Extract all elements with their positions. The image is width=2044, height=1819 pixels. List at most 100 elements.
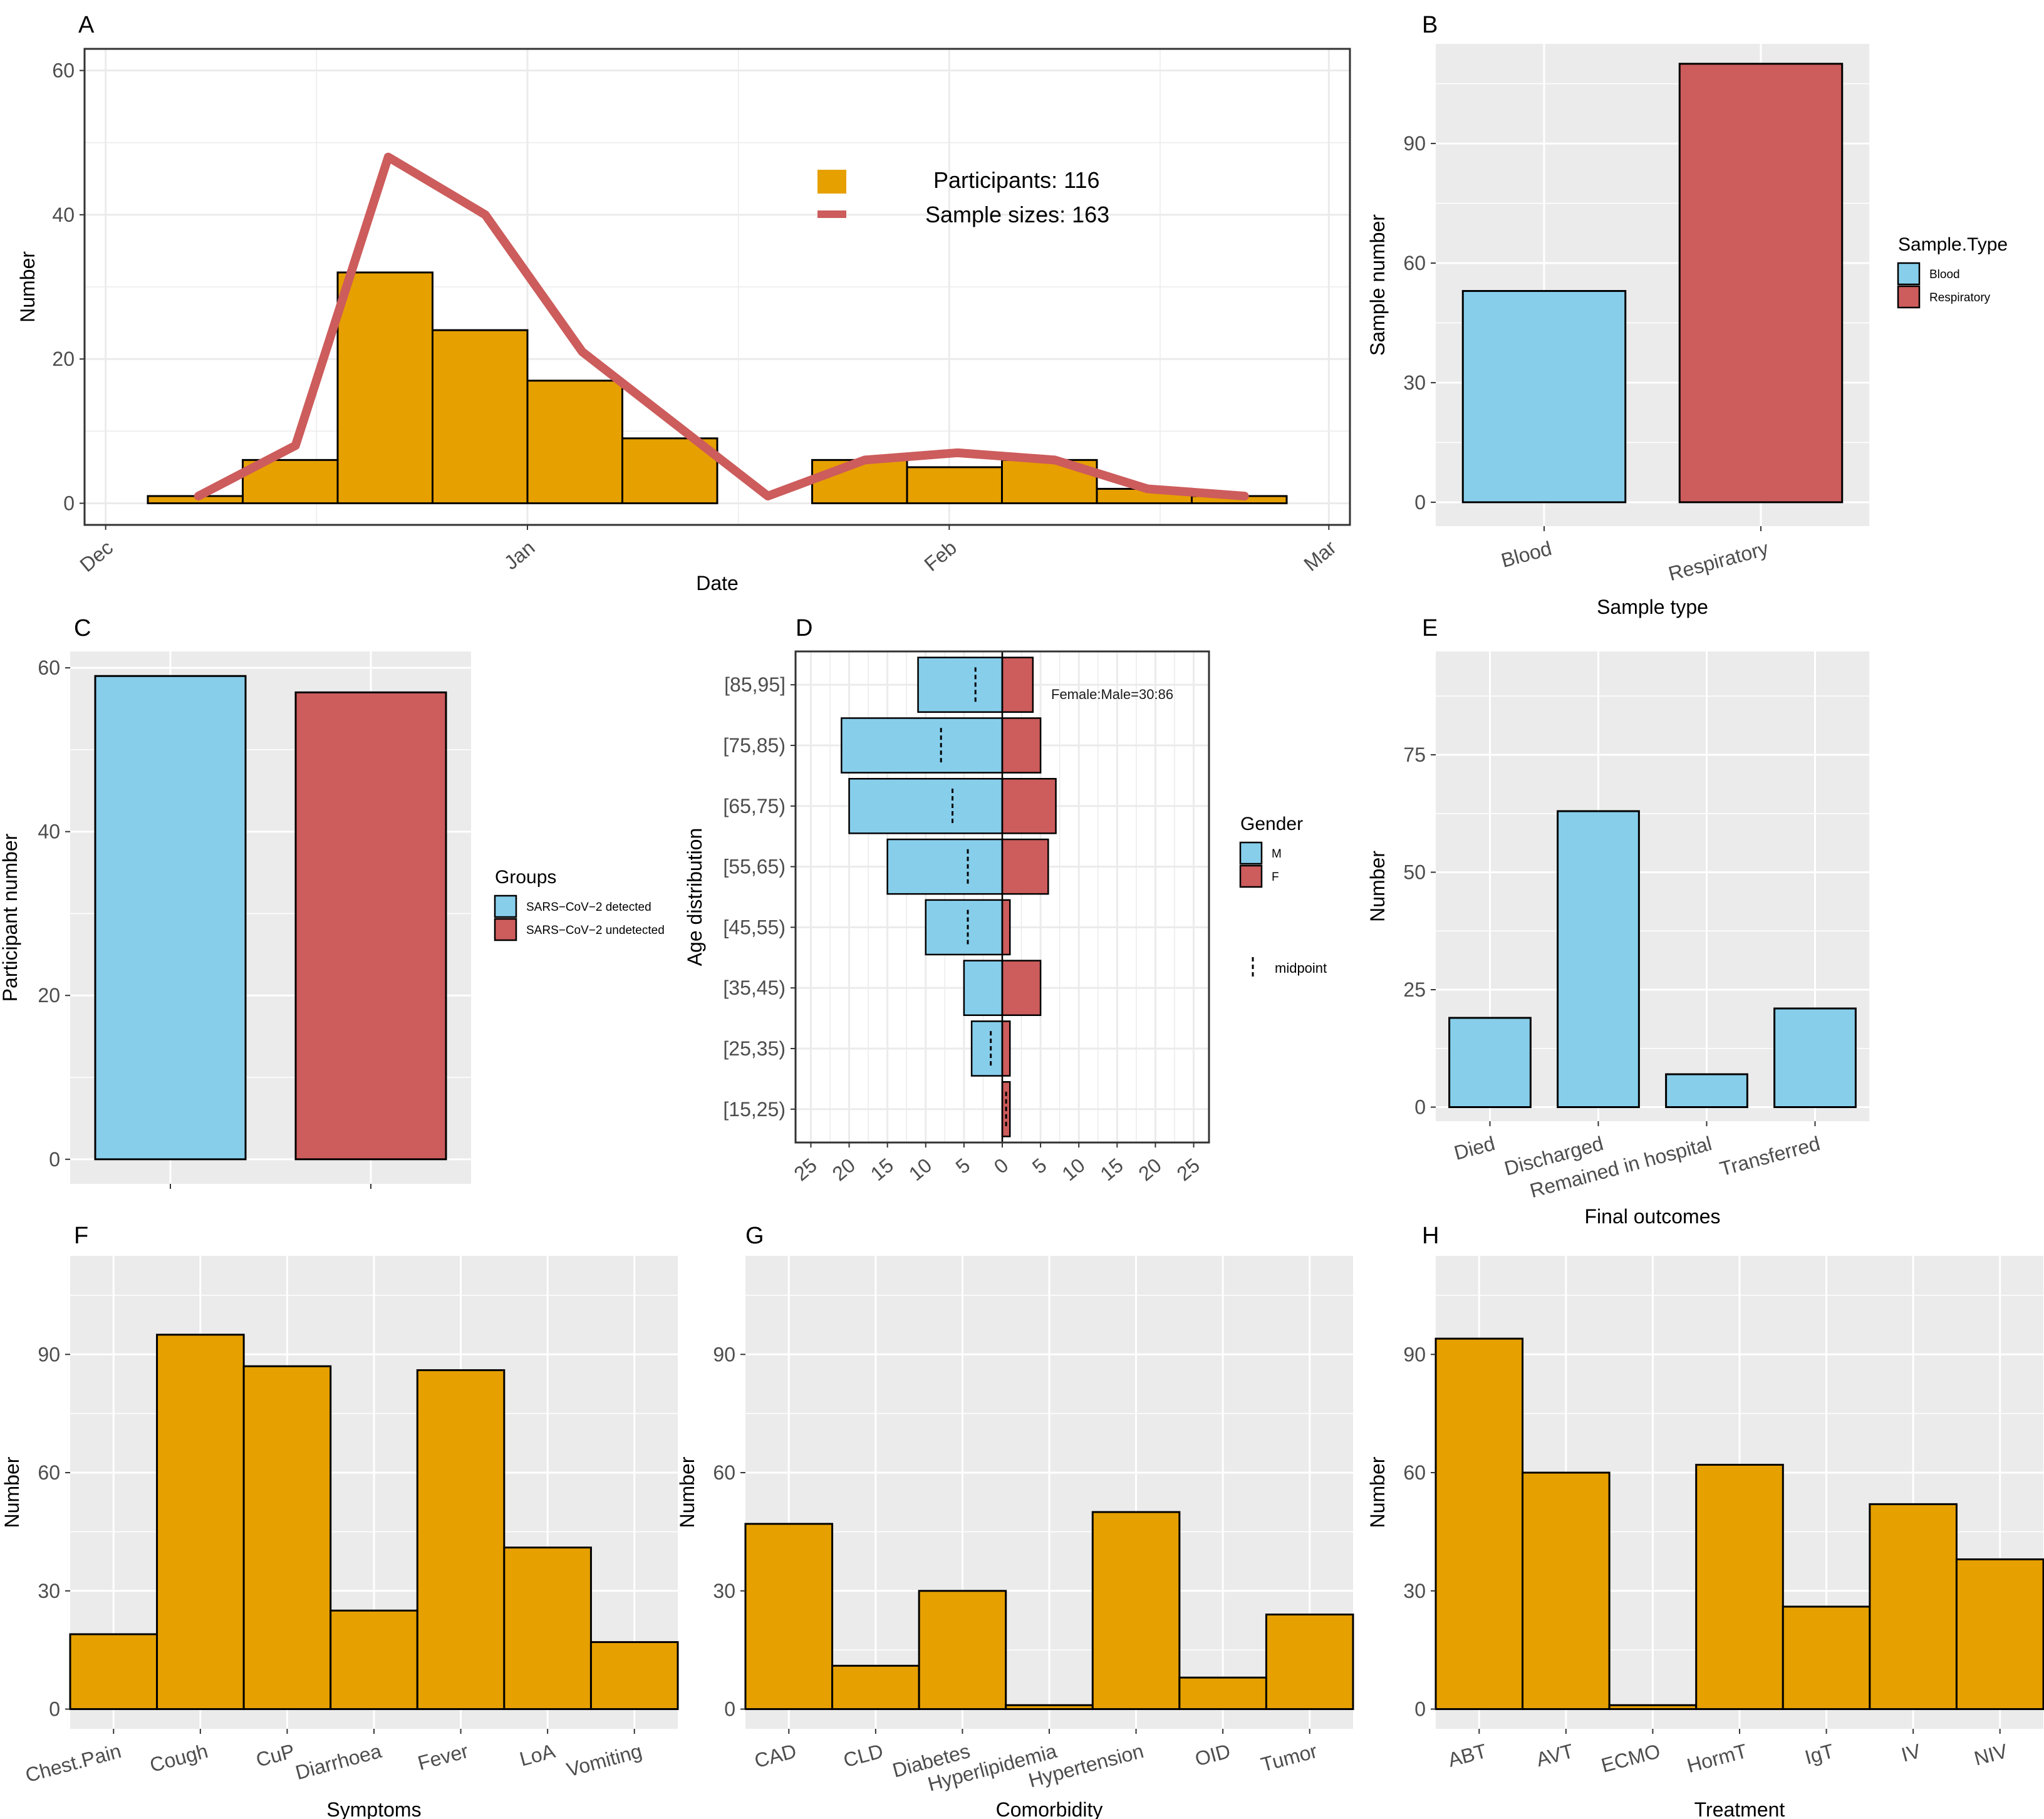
y-tick-label-50: 50 <box>1403 861 1426 884</box>
line-point-4 <box>581 351 583 353</box>
bar-male-2 <box>848 778 1004 834</box>
y-tick-label-3: [55,65) <box>723 856 786 878</box>
bar-A-8 <box>906 466 1003 504</box>
chart-B: Blood Respiratory 0 30 60 90 Sample number Samp… <box>1366 44 1869 618</box>
bar-E-0 <box>1448 1017 1532 1108</box>
legend-title: Sample.Type <box>1898 234 2008 255</box>
x-tick-label-9: 20 <box>1134 1154 1166 1185</box>
x-tick-label-4: 5 <box>952 1154 975 1178</box>
y-tick-label-30: 30 <box>38 1580 60 1602</box>
x-tick-label-0: Died <box>1451 1132 1497 1164</box>
bar-female-5 <box>1001 960 1042 1016</box>
panel-label-D: D <box>796 615 812 641</box>
bar-H-2 <box>1608 1704 1698 1711</box>
bar-E-2 <box>1665 1073 1748 1108</box>
y-tick-label-1: [75,85) <box>723 734 786 757</box>
legend-label-0: M <box>1272 847 1282 861</box>
x-tick-label-6: Tumor <box>1258 1739 1320 1776</box>
x-tick-label-2: 15 <box>866 1154 898 1185</box>
legend-key-1 <box>1239 864 1263 888</box>
chart-H: ABT AVT ECMO HormT IgT IV NIV 0 30 60 90 Number Trea… <box>1366 1256 2044 1819</box>
bar-G-6 <box>1265 1614 1354 1711</box>
line-point-1 <box>294 445 296 447</box>
y-tick-label-90: 90 <box>713 1343 735 1366</box>
bar-H-5 <box>1869 1503 1958 1711</box>
y-tick-label-60: 60 <box>1403 1461 1426 1484</box>
x-tick-label-2: CuP <box>254 1739 297 1771</box>
x-axis-title: Treatment <box>1694 1798 1785 1819</box>
x-axis-title: Sample type <box>1597 596 1708 618</box>
panel-label-B: B <box>1422 12 1438 38</box>
bar-G-5 <box>1178 1676 1267 1711</box>
y-tick-label-0: 0 <box>1414 491 1426 514</box>
bar-F-5 <box>503 1547 592 1711</box>
y-axis-title: Number <box>1366 1456 1389 1528</box>
y-tick-label-0: 0 <box>49 1148 60 1171</box>
y-axis-title: Sample number <box>1366 214 1389 356</box>
x-tick-label-6: NIV <box>1972 1739 2010 1770</box>
y-axis-title: Number <box>16 251 39 323</box>
x-tick-label-1: CLD <box>841 1739 886 1771</box>
x-axis-title: Comorbidity <box>996 1798 1103 1819</box>
bar-male-3 <box>886 838 1004 895</box>
bar-E-1 <box>1557 810 1640 1108</box>
legend-title: Groups <box>495 867 556 888</box>
x-tick-label-5: IV <box>1899 1739 1923 1766</box>
x-tick-label-7: 10 <box>1057 1154 1089 1185</box>
legend-key-1 <box>1897 285 1921 309</box>
x-tick-label-Dec: Dec <box>75 536 117 576</box>
bar-A-4 <box>526 380 623 504</box>
legend-key-bar <box>817 170 846 194</box>
bar-E-3 <box>1773 1007 1857 1108</box>
x-tick-label-4: IgT <box>1802 1739 1836 1769</box>
y-tick-label-6: [25,35) <box>723 1037 786 1060</box>
y-tick-label-0: 0 <box>1414 1698 1426 1721</box>
legend-D: Gender MF <box>1239 814 1303 888</box>
legend-key-1 <box>494 918 517 941</box>
bar-female-6 <box>1001 1020 1011 1077</box>
panel-border-A <box>83 48 1351 526</box>
x-tick-label-Jan: Jan <box>500 536 539 574</box>
x-tick-label-3: 10 <box>905 1154 936 1185</box>
bar-female-1 <box>1001 717 1042 774</box>
x-axis-title: Final outcomes <box>1585 1205 1721 1228</box>
x-tick-label-4: Fever <box>415 1739 471 1775</box>
bar-female-3 <box>1001 838 1049 895</box>
line-point-10 <box>1146 488 1148 490</box>
bar-G-2 <box>918 1590 1007 1711</box>
bar-F-3 <box>329 1609 418 1711</box>
y-tick-label-0: 0 <box>724 1698 735 1721</box>
y-tick-label-90: 90 <box>1403 132 1426 155</box>
y-tick-label-0: 0 <box>63 492 75 514</box>
y-axis-title: Participant number <box>0 833 21 1002</box>
x-tick-label-6: 5 <box>1028 1154 1051 1178</box>
x-tick-label-8: 15 <box>1096 1154 1127 1185</box>
line-point-11 <box>1243 495 1245 497</box>
y-tick-label-0: 0 <box>49 1698 60 1721</box>
line-point-3 <box>484 214 486 215</box>
bar-F-2 <box>242 1365 332 1711</box>
y-tick-label-60: 60 <box>713 1461 735 1484</box>
panel-label-C: C <box>74 615 91 641</box>
legend-key-0 <box>1897 262 1921 286</box>
y-tick-label-20: 20 <box>52 348 75 370</box>
y-tick-label-30: 30 <box>1403 1580 1426 1602</box>
x-tick-label-5: 0 <box>990 1154 1013 1178</box>
chart-C: 0 20 40 60 Participant number <box>0 651 471 1189</box>
ratio-annotation: Female:Male=30:86 <box>1051 687 1173 702</box>
y-tick-label-7: [15,25) <box>723 1098 786 1121</box>
y-tick-label-90: 90 <box>38 1343 60 1366</box>
bar-G-4 <box>1091 1511 1181 1711</box>
legend-B: Sample.Type Blood Respiratory <box>1897 234 2008 309</box>
midpoint-label: midpoint <box>1275 960 1327 976</box>
legend-title: Gender <box>1240 814 1303 834</box>
bar-C-1 <box>294 691 447 1161</box>
legend-label-samples: Sample sizes: 163 <box>925 202 1109 227</box>
x-tick-label-3: Diarrhoea <box>293 1739 384 1784</box>
x-tick-label-3: HormT <box>1684 1739 1750 1777</box>
line-point-8 <box>957 452 958 453</box>
y-tick-label-30: 30 <box>1403 371 1426 394</box>
y-tick-label-0: [85,95] <box>724 673 786 696</box>
y-tick-label-90: 90 <box>1403 1343 1426 1366</box>
